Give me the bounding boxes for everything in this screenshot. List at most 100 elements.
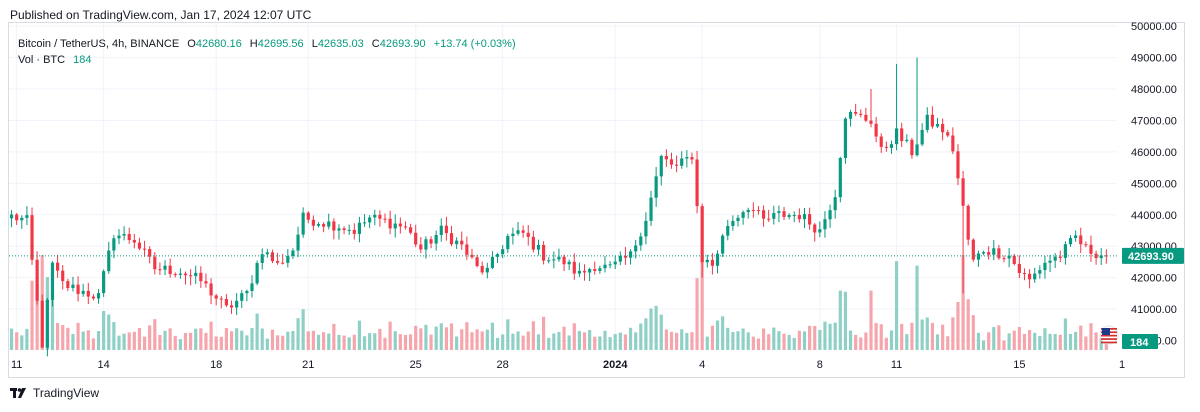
volume-bar <box>209 321 213 350</box>
candle-body <box>1022 273 1027 275</box>
volume-bar <box>864 332 868 350</box>
volume-bar <box>1063 318 1067 350</box>
candle-body <box>173 274 177 276</box>
candle-body <box>946 132 950 136</box>
footer: TradingView <box>10 386 99 400</box>
candle-body <box>281 262 285 264</box>
volume-bar <box>168 328 172 350</box>
candle-body <box>1089 244 1093 254</box>
volume-bar <box>848 330 853 350</box>
flag-stripe <box>1101 334 1117 337</box>
candle-body <box>260 254 264 263</box>
candle-body <box>552 259 556 261</box>
chart-grid <box>9 23 1117 350</box>
time-tick-label: 1 <box>1119 359 1125 371</box>
volume-bar <box>577 330 581 350</box>
volume-bar <box>137 328 142 350</box>
volume-bar <box>455 336 459 350</box>
symbol-title[interactable]: Bitcoin / TetherUS, 4h, BINANCE <box>18 38 180 50</box>
volume-bar <box>623 334 628 350</box>
candle-body <box>393 223 397 229</box>
volume-bar <box>1022 333 1027 350</box>
candle-body <box>183 273 188 276</box>
volume-bar <box>777 331 781 350</box>
volume-bar <box>992 327 996 350</box>
price-candles <box>9 57 1108 357</box>
candle-body <box>291 250 295 257</box>
candle-body <box>577 270 581 274</box>
candle-body <box>337 228 341 231</box>
volume-bar <box>50 293 55 350</box>
volume-bar <box>71 333 75 350</box>
volume-bar <box>802 331 807 350</box>
volume-bar <box>398 334 402 350</box>
volume-label[interactable]: Vol · BTC <box>18 54 66 66</box>
candle-body <box>204 281 208 284</box>
candle-body <box>1002 258 1006 260</box>
candle-body <box>158 269 162 271</box>
candle-body <box>669 159 674 165</box>
ohlc-row: Bitcoin / TetherUS, 4h, BINANCE O42680.1… <box>18 36 516 52</box>
price-tag-group: 42693.90 184 <box>1122 247 1184 349</box>
candle-body <box>194 272 198 277</box>
candle-body <box>628 251 633 258</box>
volume-bar <box>153 319 157 350</box>
open-value: 42680.16 <box>195 38 242 50</box>
candle-body <box>383 218 387 220</box>
volume-bar <box>1094 332 1098 350</box>
candle-body <box>107 250 111 272</box>
candle-body <box>1038 270 1042 274</box>
volume-bar <box>925 317 929 350</box>
volume-bar <box>25 328 29 350</box>
candle-body <box>654 176 658 198</box>
price-tick-label: 46000.00 <box>1131 147 1177 159</box>
volume-bar <box>1074 331 1078 350</box>
candle-body <box>368 217 372 223</box>
candle-body <box>951 135 955 152</box>
volume-bar <box>434 326 438 350</box>
time-tick-label: 18 <box>210 359 222 371</box>
volume-bar <box>194 328 198 350</box>
change-value: +13.74 (+0.03%) <box>433 38 516 50</box>
candle-body <box>511 233 515 236</box>
volume-bar <box>96 331 101 350</box>
volume-bar <box>542 316 546 350</box>
candle-body <box>332 221 336 231</box>
volume-bar <box>347 337 351 350</box>
candle-body <box>501 249 505 255</box>
volume-bar <box>439 323 443 350</box>
candle-body <box>148 249 152 257</box>
candle-body <box>214 295 218 299</box>
candle-body <box>275 261 280 263</box>
volume-bar <box>889 330 894 350</box>
tradingview-logo-icon[interactable] <box>10 387 28 399</box>
volume-bar <box>86 330 90 350</box>
volume-bar <box>736 331 740 350</box>
price-tick-label: 48000.00 <box>1131 84 1177 96</box>
candle-body <box>997 248 1001 259</box>
volume-bar <box>685 332 689 350</box>
candle-body <box>71 284 75 289</box>
volume-bar <box>173 335 177 350</box>
candle-body <box>623 256 628 258</box>
candle-body <box>50 262 55 300</box>
close-label: C <box>371 38 380 50</box>
candle-body <box>362 222 367 224</box>
volume-bar <box>30 280 34 350</box>
candle-body <box>536 244 541 250</box>
candle-body <box>388 218 392 229</box>
volume-bar <box>490 322 495 350</box>
candle-body <box>542 244 546 261</box>
volume-bar <box>588 330 592 350</box>
volume-bar <box>66 327 70 350</box>
candle-body <box>1084 244 1088 246</box>
price-tick-label: 42000.00 <box>1131 273 1177 285</box>
volume-bar <box>920 319 924 350</box>
volume-bar <box>429 334 433 350</box>
brand-name[interactable]: TradingView <box>33 386 100 400</box>
candle-body <box>352 229 356 234</box>
candle-body <box>209 283 213 296</box>
time-tick-label: 11 <box>11 359 22 371</box>
volume-bar <box>756 338 761 350</box>
